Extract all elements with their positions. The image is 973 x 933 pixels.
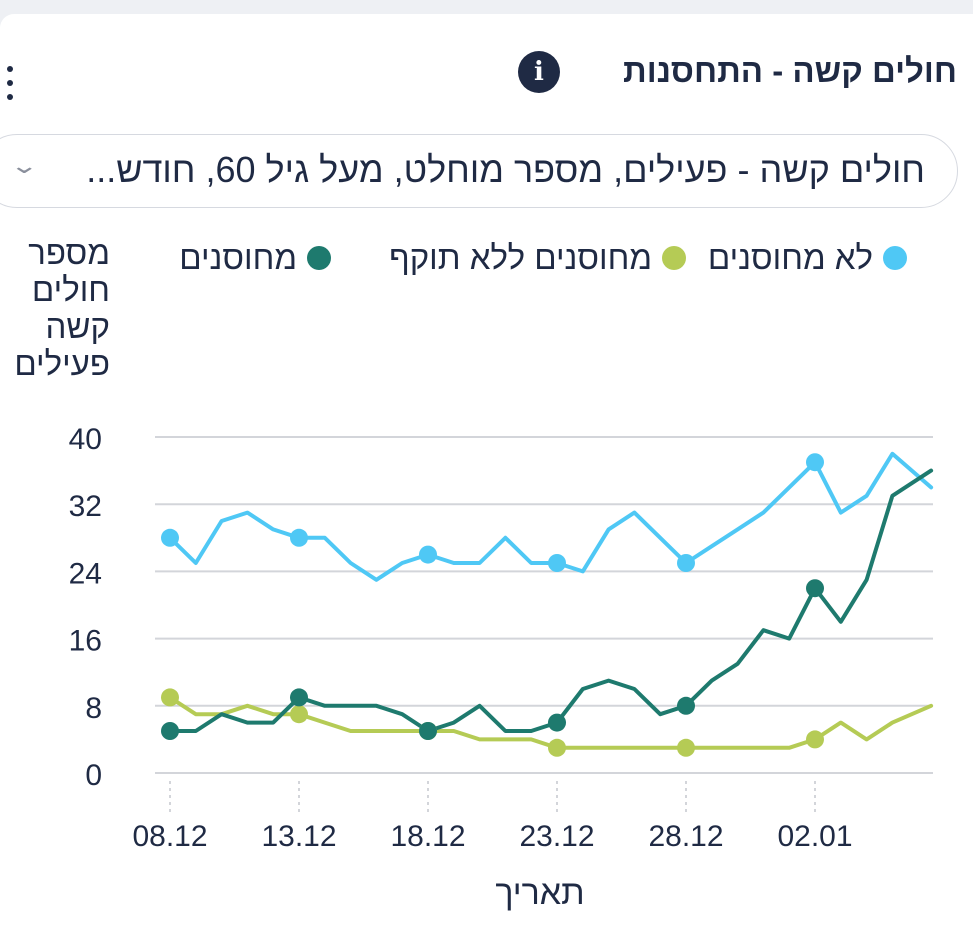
data-point-not_vaccinated: [548, 554, 566, 572]
legend-label: מחוסנים ללא תוקף: [389, 239, 652, 276]
legend-dot-icon: [883, 246, 907, 270]
x-tick-label: 18.12: [390, 820, 465, 853]
chevron-down-icon: ⌄: [9, 153, 39, 178]
data-point-vaccinated: [548, 713, 566, 732]
data-point-expired: [677, 738, 695, 757]
x-tick-label: 23.12: [519, 820, 594, 853]
info-icon[interactable]: i: [518, 51, 560, 93]
page-title: חולים קשה - התחסנות: [623, 52, 957, 89]
legend-item-vaccinated[interactable]: מחוסנים: [179, 238, 331, 278]
data-point-vaccinated: [290, 688, 308, 707]
legend-item-expired[interactable]: מחוסנים ללא תוקף: [389, 238, 686, 278]
series-line-vaccinated: [168, 468, 934, 733]
y-tick-label: 32: [69, 490, 102, 523]
data-point-expired: [548, 738, 566, 757]
data-point-expired: [806, 730, 824, 749]
data-point-vaccinated: [161, 722, 179, 740]
selector-value: חולים קשה - פעילים, מספר מוחלט, מעל גיל …: [86, 149, 925, 190]
legend-dot-icon: [307, 246, 331, 270]
data-point-expired: [161, 688, 179, 707]
data-point-not_vaccinated: [806, 453, 824, 472]
menu-dot: [7, 94, 13, 100]
y-tick-label: 8: [85, 692, 102, 725]
y-axis-label: מספר חולים קשה פעילים: [14, 234, 110, 382]
y-tick-label: 16: [69, 625, 102, 658]
data-point-not_vaccinated: [290, 528, 308, 547]
menu-dot: [7, 66, 13, 72]
data-point-expired: [290, 705, 308, 724]
metric-selector[interactable]: ⌄ חולים קשה - פעילים, מספר מוחלט, מעל גי…: [0, 134, 958, 208]
data-point-not_vaccinated: [677, 554, 695, 572]
y-tick-label: 24: [69, 557, 102, 590]
legend-dot-icon: [662, 246, 686, 270]
data-point-not_vaccinated: [419, 545, 437, 564]
data-point-vaccinated: [677, 696, 695, 715]
x-tick-label: 08.12: [132, 820, 207, 853]
data-point-vaccinated: [806, 579, 824, 598]
legend-label: לא מחוסנים: [707, 239, 873, 276]
menu-dot: [7, 80, 13, 86]
data-point-not_vaccinated: [161, 528, 179, 547]
x-tick-label: 13.12: [261, 820, 336, 853]
x-tick-label: 02.01: [777, 820, 852, 853]
x-axis-label: תאריך: [495, 874, 585, 912]
legend-label: מחוסנים: [179, 239, 297, 276]
x-tick-label: 28.12: [648, 820, 723, 853]
more-vertical-icon[interactable]: [4, 66, 16, 100]
legend-item-not-vaccinated[interactable]: לא מחוסנים: [708, 238, 907, 278]
y-tick-label: 40: [69, 423, 102, 456]
data-point-vaccinated: [419, 722, 437, 740]
y-tick-label: 0: [85, 759, 102, 792]
